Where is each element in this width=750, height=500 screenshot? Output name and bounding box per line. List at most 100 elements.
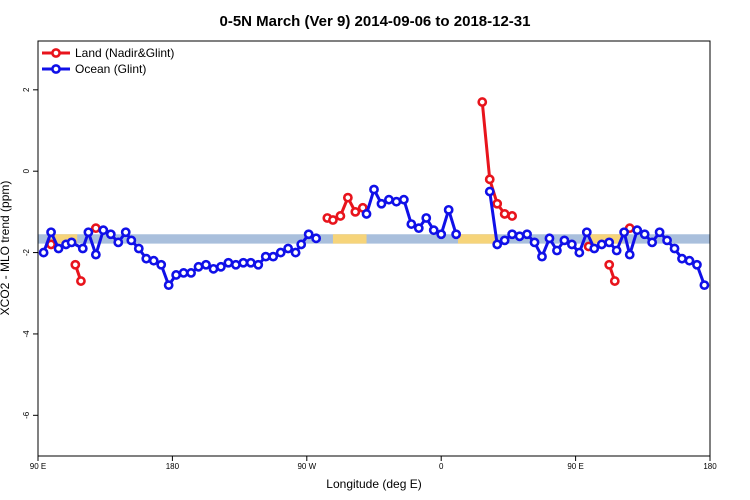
data-point xyxy=(238,257,249,268)
data-point xyxy=(201,259,211,270)
data-point xyxy=(253,259,264,270)
data-point xyxy=(268,251,279,262)
data-point xyxy=(283,243,294,254)
data-point xyxy=(38,247,49,258)
y-tick-label: -6 xyxy=(22,411,31,419)
legend: Land (Nadir&Glint) Ocean (Glint) xyxy=(42,46,174,76)
series-land-nadir-glint xyxy=(46,97,635,286)
data-point xyxy=(90,249,101,260)
series-layer xyxy=(38,97,710,291)
data-point xyxy=(566,239,577,250)
data-point xyxy=(223,257,234,268)
x-tick-label: 90 E xyxy=(567,462,583,471)
data-point xyxy=(574,247,585,258)
data-point xyxy=(245,257,256,268)
data-point xyxy=(647,237,658,248)
data-point xyxy=(335,211,346,221)
data-point xyxy=(398,194,409,205)
y-tick-label: 2 xyxy=(22,87,31,92)
data-point xyxy=(499,235,510,246)
data-point xyxy=(507,229,518,240)
legend-label: Ocean (Glint) xyxy=(75,62,146,76)
data-point xyxy=(83,227,94,238)
band-ocean xyxy=(38,234,710,244)
data-point xyxy=(384,194,394,205)
data-point xyxy=(208,263,219,274)
data-point xyxy=(428,225,439,236)
data-point xyxy=(692,259,702,270)
data-point xyxy=(654,227,665,238)
data-point xyxy=(413,223,424,234)
band-land-segment xyxy=(588,234,623,244)
data-point xyxy=(484,186,495,197)
data-point xyxy=(544,233,555,244)
data-point xyxy=(53,243,64,254)
data-point xyxy=(604,259,615,270)
data-point xyxy=(639,229,650,240)
x-tick-label: 180 xyxy=(166,462,180,471)
data-point xyxy=(156,259,167,270)
data-point xyxy=(604,237,615,248)
data-point xyxy=(171,270,182,280)
plot-area: 90 E 180 90 W 0 90 E 180 2 0 -2 -4 -6 xyxy=(22,40,717,471)
data-point xyxy=(260,251,271,262)
x-tick-label: 180 xyxy=(703,462,717,471)
data-point xyxy=(126,235,137,246)
data-point xyxy=(662,235,672,246)
y-tick-label: -2 xyxy=(22,248,31,256)
data-point xyxy=(451,229,462,240)
x-tick-label: 90 E xyxy=(30,462,46,471)
data-point xyxy=(624,249,635,260)
data-point xyxy=(328,215,338,225)
data-point xyxy=(477,97,488,107)
chart-title: 0-5N March (Ver 9) 2014-09-06 to 2018-12… xyxy=(219,13,530,30)
data-point xyxy=(296,239,307,250)
x-tick-label: 0 xyxy=(439,462,444,471)
data-point xyxy=(46,227,56,238)
x-axis-label: Longitude (deg E) xyxy=(326,477,421,491)
reference-band xyxy=(38,234,710,244)
data-point xyxy=(163,280,174,291)
data-point xyxy=(677,253,687,264)
data-point xyxy=(522,229,532,240)
data-point xyxy=(406,219,417,229)
y-axis-label: XCO2 - MLO trend (ppm) xyxy=(0,181,12,316)
data-point xyxy=(391,196,402,207)
data-point xyxy=(178,268,189,278)
data-point xyxy=(529,237,540,248)
data-point xyxy=(596,239,607,250)
data-point xyxy=(421,213,432,223)
legend-marker xyxy=(51,48,61,58)
data-point xyxy=(350,206,361,217)
data-point xyxy=(120,227,131,238)
data-point xyxy=(290,247,301,258)
data-point xyxy=(361,209,372,219)
legend-label: Land (Nadir&Glint) xyxy=(75,46,174,60)
data-point xyxy=(90,223,101,234)
data-point xyxy=(492,239,503,250)
data-point xyxy=(559,235,570,246)
band-land-segment xyxy=(332,234,367,244)
band-land-segment xyxy=(458,234,498,244)
data-point xyxy=(369,184,379,195)
legend-marker xyxy=(51,64,61,74)
data-point xyxy=(492,198,503,209)
data-point xyxy=(632,225,643,236)
series-ocean-glint xyxy=(38,184,710,291)
data-point xyxy=(499,209,510,219)
data-point xyxy=(133,243,144,254)
x-tick-label: 90 W xyxy=(297,462,316,471)
data-point xyxy=(443,204,454,215)
data-point xyxy=(193,261,204,272)
y-axis-ticks: 2 0 -2 -4 -6 xyxy=(22,87,38,419)
x-axis-ticks: 90 E 180 90 W 0 90 E 180 xyxy=(30,456,717,471)
data-point xyxy=(436,229,447,240)
y-tick-label: 0 xyxy=(22,168,31,173)
data-point xyxy=(303,229,314,240)
y-tick-label: -4 xyxy=(22,330,31,338)
band-land-segment xyxy=(51,234,78,244)
data-point xyxy=(537,251,547,262)
data-point xyxy=(77,243,88,254)
data-point xyxy=(216,261,226,272)
